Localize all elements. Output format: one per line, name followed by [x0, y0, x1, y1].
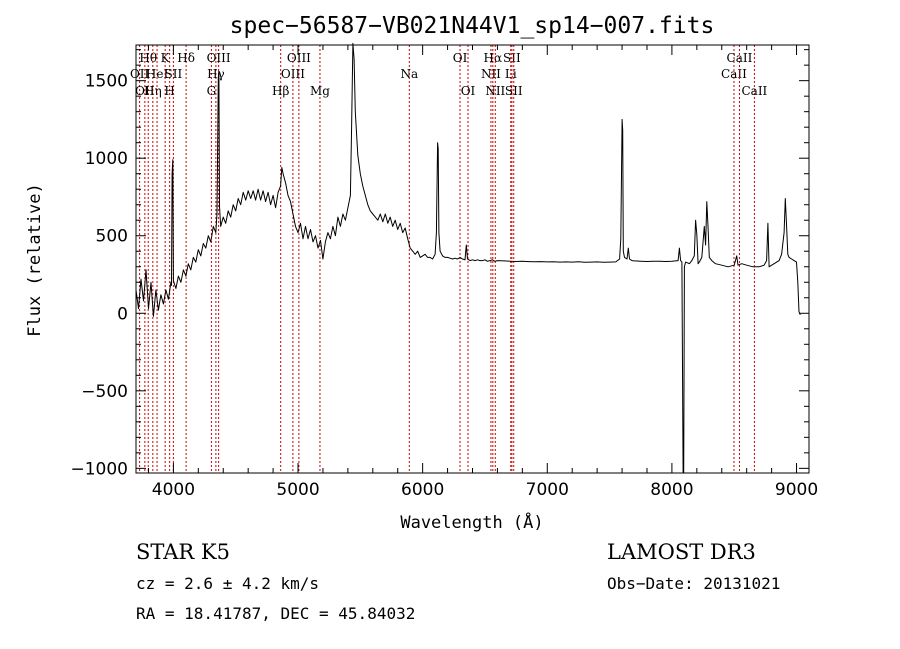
y-axis-label: Flux (relative)	[25, 183, 45, 337]
y-tick-label: 1500	[85, 72, 128, 92]
spectral-line-label: OIII	[281, 67, 305, 81]
x-tick-label: 6000	[401, 480, 444, 500]
object-class: STAR K5	[136, 540, 230, 564]
spectral-line-label: OIII	[287, 51, 311, 65]
y-tick-label: −500	[81, 382, 128, 402]
y-tick-label: 500	[96, 227, 128, 247]
spectral-line-label: K	[161, 51, 171, 65]
chart-title: spec−56587−VB021N44V1_sp14−007.fits	[230, 13, 715, 39]
spectral-line-label: OI	[461, 84, 476, 98]
spectral-line-label: OI	[453, 51, 468, 65]
spectral-line-label: SII	[503, 51, 521, 65]
spectral-line-label: NII	[485, 84, 505, 98]
x-tick-label: 5000	[276, 480, 319, 500]
spectral-line-label: SII	[505, 84, 523, 98]
spectral-line-label: Hβ	[272, 84, 289, 98]
x-tick-label: 7000	[526, 480, 569, 500]
x-tick-label: 9000	[775, 480, 818, 500]
spectral-line-label: Hθ	[139, 51, 157, 65]
x-tick-label: 4000	[152, 480, 195, 500]
spectral-line-label: HeI	[146, 67, 169, 81]
redshift-cz: cz = 2.6 ± 4.2 km/s	[136, 574, 320, 593]
spectral-line-label: OIII	[207, 51, 231, 65]
y-tick-label: −1000	[70, 459, 128, 479]
y-tick-label: 0	[117, 304, 128, 324]
spectral-line-label: CaII	[721, 67, 747, 81]
spectral-line-label: Li	[505, 67, 517, 81]
spectral-line-label: Hγ	[207, 67, 225, 81]
coordinates: RA = 18.41787, DEC = 45.84032	[136, 604, 416, 623]
spectral-line-label: CaII	[727, 51, 753, 65]
spectral-line-label: NII	[481, 67, 501, 81]
spectral-line-label: Na	[400, 67, 418, 81]
spectral-line-label: SII	[165, 67, 183, 81]
survey-name: LAMOST DR3	[607, 540, 756, 564]
spectrum-series	[135, 42, 801, 474]
plot-frame	[135, 44, 810, 474]
x-tick-label: 8000	[650, 480, 693, 500]
y-axis: −1000 −500 0 500 1000 1500	[70, 49, 809, 479]
x-axis-label: Wavelength (Å)	[400, 511, 543, 533]
y-tick-label: 1000	[85, 149, 128, 169]
observation-date: Obs−Date: 20131021	[607, 574, 781, 593]
spectral-line-label: OII	[135, 84, 155, 98]
spectral-line-label: Hδ	[177, 51, 195, 65]
spectral-line-label: Mg	[310, 84, 330, 98]
spectral-line-label: Hη	[144, 84, 162, 98]
spectral-line-label: G	[207, 84, 217, 98]
spectral-line-label: CaII	[741, 84, 767, 98]
x-axis: 4000 5000 6000 7000 8000 9000	[147, 45, 818, 500]
spectral-line-markers: OIIOIIHθHηHeIKHSIIHδGHγOIIIHβOIIIOIIIMgN…	[130, 45, 768, 473]
spectral-line-label: Hα	[484, 51, 503, 65]
spectral-line-label: H	[164, 84, 174, 98]
spectrum-line	[135, 42, 801, 474]
